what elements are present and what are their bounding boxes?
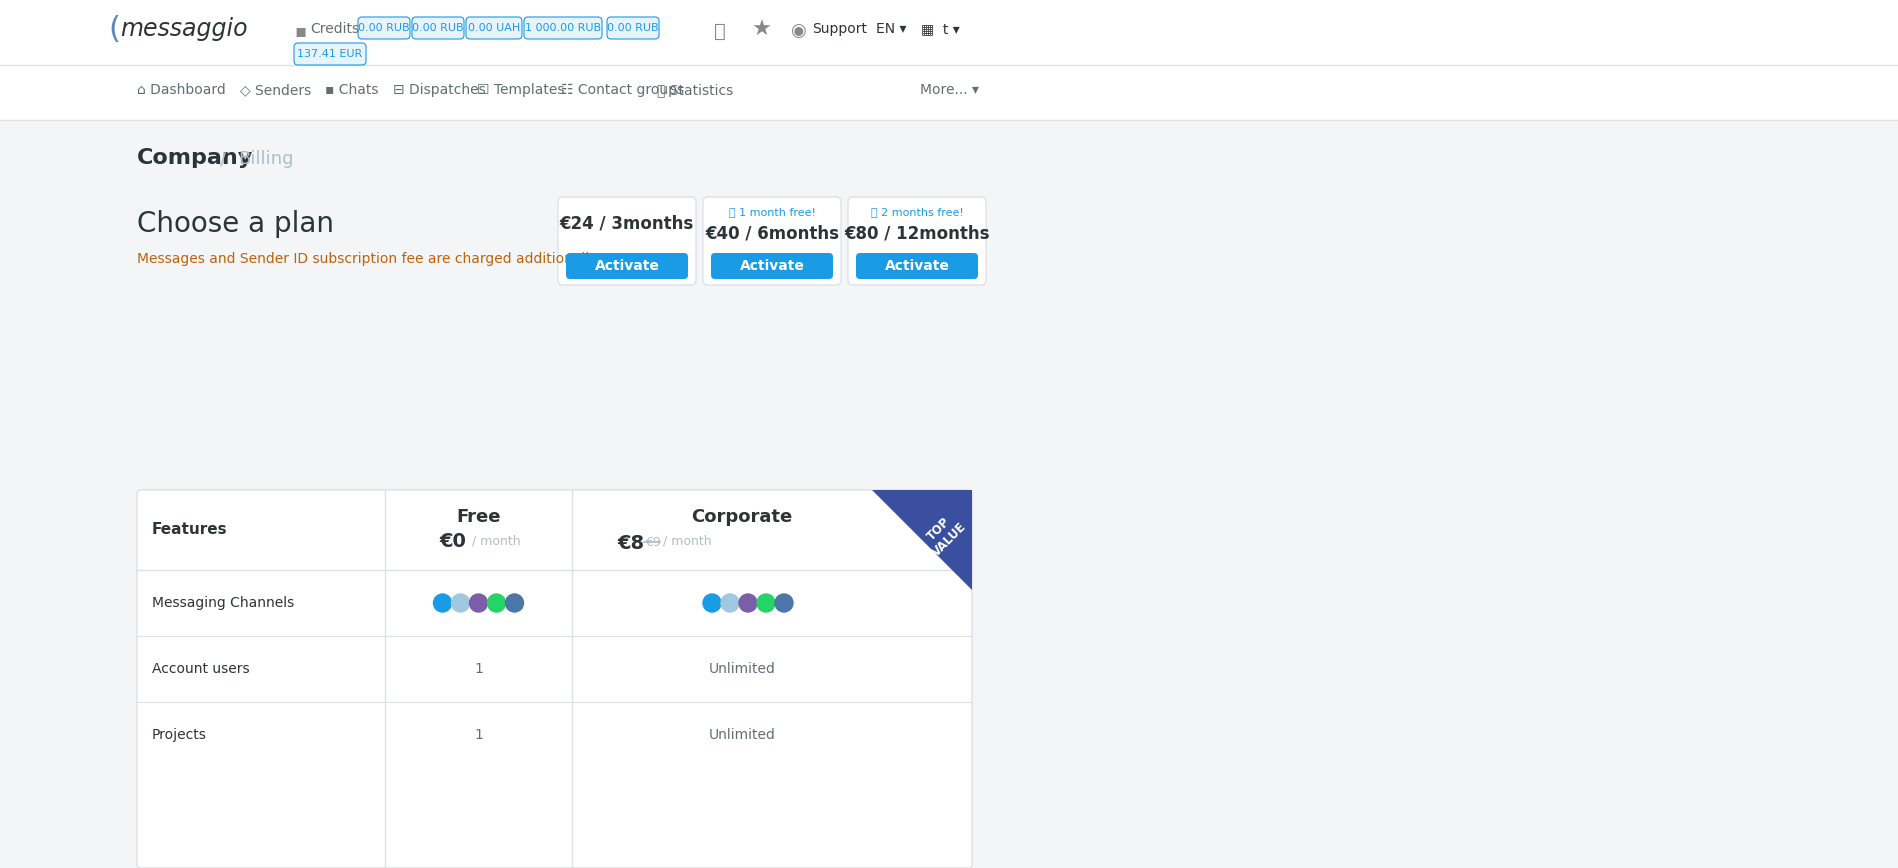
FancyBboxPatch shape xyxy=(0,65,1898,120)
Text: TOP
VALUE: TOP VALUE xyxy=(919,510,968,559)
Text: ⬛ Statistics: ⬛ Statistics xyxy=(657,83,733,97)
Text: Activate: Activate xyxy=(740,259,805,273)
Circle shape xyxy=(469,594,488,612)
Text: €40 / 6months: €40 / 6months xyxy=(704,225,839,243)
Text: 0.00 UAH: 0.00 UAH xyxy=(469,23,520,33)
Text: Free: Free xyxy=(456,508,501,526)
Polygon shape xyxy=(871,490,972,590)
Text: ★: ★ xyxy=(752,20,772,40)
Text: Activate: Activate xyxy=(594,259,659,273)
Text: More... ▾: More... ▾ xyxy=(921,83,979,97)
Circle shape xyxy=(452,594,469,612)
Circle shape xyxy=(738,594,757,612)
Text: 0.00 RUB: 0.00 RUB xyxy=(607,23,659,33)
Text: Choose a plan: Choose a plan xyxy=(137,210,334,238)
Text: €8: €8 xyxy=(617,534,643,553)
FancyBboxPatch shape xyxy=(566,253,687,279)
Text: Corporate: Corporate xyxy=(691,508,793,526)
FancyBboxPatch shape xyxy=(137,490,972,868)
Text: Messaging Channels: Messaging Channels xyxy=(152,596,294,610)
Text: 1: 1 xyxy=(474,728,482,742)
Text: Billing: Billing xyxy=(237,150,294,168)
Text: Unlimited: Unlimited xyxy=(708,728,776,742)
FancyBboxPatch shape xyxy=(294,43,366,65)
Text: €9: €9 xyxy=(645,536,661,549)
Text: ▪: ▪ xyxy=(294,22,306,40)
Text: 0.00 RUB: 0.00 RUB xyxy=(412,23,463,33)
Text: ▪ Chats: ▪ Chats xyxy=(325,83,378,97)
Text: Activate: Activate xyxy=(884,259,949,273)
Text: ☷ Contact groups: ☷ Contact groups xyxy=(562,83,683,97)
Circle shape xyxy=(433,594,452,612)
Text: 0.00 RUB: 0.00 RUB xyxy=(359,23,410,33)
Text: 1: 1 xyxy=(474,662,482,676)
FancyBboxPatch shape xyxy=(856,253,977,279)
FancyBboxPatch shape xyxy=(0,120,1898,868)
Text: messaggio: messaggio xyxy=(120,17,247,41)
Text: €24 / 3months: €24 / 3months xyxy=(560,215,695,233)
Text: ◉: ◉ xyxy=(790,22,807,40)
FancyBboxPatch shape xyxy=(467,17,522,39)
Text: ⬛: ⬛ xyxy=(714,22,725,41)
Circle shape xyxy=(721,594,738,612)
Text: Company: Company xyxy=(137,148,252,168)
Text: ◇ Senders: ◇ Senders xyxy=(239,83,311,97)
Text: 137.41 EUR: 137.41 EUR xyxy=(298,49,363,59)
Text: Support: Support xyxy=(812,22,867,36)
FancyBboxPatch shape xyxy=(558,197,697,285)
Text: Projects: Projects xyxy=(152,728,207,742)
Circle shape xyxy=(702,594,721,612)
Text: €80 / 12months: €80 / 12months xyxy=(845,225,989,243)
Text: 1 000.00 RUB: 1 000.00 RUB xyxy=(526,23,602,33)
Text: 📅 2 months free!: 📅 2 months free! xyxy=(871,207,964,217)
Circle shape xyxy=(505,594,524,612)
Text: Account users: Account users xyxy=(152,662,251,676)
Circle shape xyxy=(488,594,505,612)
FancyBboxPatch shape xyxy=(848,197,985,285)
FancyBboxPatch shape xyxy=(412,17,463,39)
Text: EN ▾: EN ▾ xyxy=(877,22,907,36)
Text: /: / xyxy=(220,150,226,168)
Text: (: ( xyxy=(108,15,120,44)
Text: Messages and Sender ID subscription fee are charged additionally.: Messages and Sender ID subscription fee … xyxy=(137,252,600,266)
Circle shape xyxy=(774,594,793,612)
Text: Unlimited: Unlimited xyxy=(708,662,776,676)
Circle shape xyxy=(757,594,774,612)
FancyBboxPatch shape xyxy=(607,17,659,39)
FancyBboxPatch shape xyxy=(359,17,410,39)
Text: ☐ Templates: ☐ Templates xyxy=(476,83,564,97)
FancyBboxPatch shape xyxy=(702,197,841,285)
Text: Credits: Credits xyxy=(309,22,359,36)
Text: Features: Features xyxy=(152,523,228,537)
Text: €0: €0 xyxy=(440,532,467,551)
Text: ▦  t ▾: ▦ t ▾ xyxy=(921,22,960,36)
Text: / month: / month xyxy=(662,534,712,547)
Text: ⌂ Dashboard: ⌂ Dashboard xyxy=(137,83,226,97)
FancyBboxPatch shape xyxy=(712,253,833,279)
Text: ⊟ Dispatches: ⊟ Dispatches xyxy=(393,83,486,97)
FancyBboxPatch shape xyxy=(524,17,602,39)
Text: 📅 1 month free!: 📅 1 month free! xyxy=(729,207,816,217)
Text: / month: / month xyxy=(469,534,522,547)
FancyBboxPatch shape xyxy=(0,0,1898,65)
